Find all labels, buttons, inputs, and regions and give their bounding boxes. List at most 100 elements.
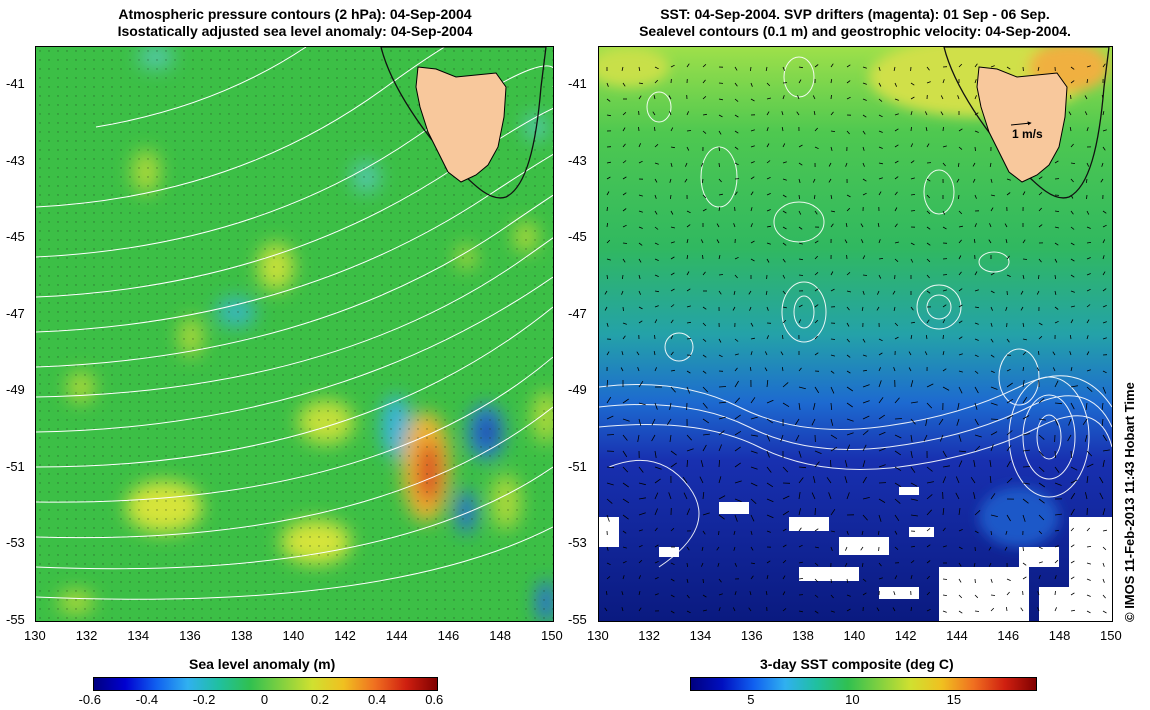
- velocity-arrow: [716, 239, 720, 244]
- velocity-arrow: [974, 271, 978, 276]
- velocity-arrow: [606, 546, 609, 551]
- velocity-arrow: [1070, 178, 1074, 183]
- velocity-arrow: [1022, 449, 1030, 452]
- velocity-arrow: [686, 338, 692, 340]
- velocity-arrow: [814, 288, 819, 292]
- velocity-arrow: [1086, 127, 1089, 132]
- velocity-arrow: [1022, 562, 1027, 566]
- velocity-arrow: [1054, 274, 1056, 280]
- velocity-arrow: [926, 494, 933, 500]
- velocity-arrow: [666, 418, 672, 426]
- velocity-arrow: [686, 578, 689, 583]
- velocity-arrow: [990, 65, 995, 68]
- velocity-arrow: [1067, 434, 1072, 442]
- left-title-line2: Isostatically adjusted sea level anomaly…: [117, 23, 473, 39]
- velocity-arrow: [606, 396, 612, 404]
- velocity-arrow: [974, 146, 976, 152]
- left-colorbar-label: Sea level anomaly (m): [189, 656, 336, 672]
- velocity-arrow: [894, 241, 899, 244]
- velocity-arrow: [1022, 433, 1030, 436]
- velocity-arrow: [1102, 370, 1107, 374]
- velocity-arrow: [750, 258, 755, 262]
- velocity-arrow: [910, 482, 918, 487]
- velocity-arrow: [702, 609, 707, 612]
- right-lat-tick: -49: [568, 382, 587, 398]
- velocity-arrow: [926, 466, 933, 472]
- velocity-arrow: [1054, 320, 1059, 324]
- velocity-arrow: [750, 450, 758, 454]
- velocity-arrow: [1102, 288, 1107, 292]
- velocity-arrow: [718, 514, 725, 520]
- velocity-arrow: [1070, 162, 1076, 164]
- velocity-arrow: [990, 493, 996, 500]
- velocity-arrow: [878, 414, 886, 420]
- velocity-arrow: [813, 402, 816, 410]
- velocity-arrow: [811, 492, 816, 500]
- velocity-arrow: [1070, 466, 1078, 471]
- velocity-arrow: [878, 82, 882, 87]
- velocity-arrow: [1038, 351, 1040, 356]
- velocity-arrow: [1085, 178, 1088, 183]
- velocity-arrow: [1086, 386, 1093, 392]
- velocity-arrow: [1086, 65, 1091, 68]
- velocity-arrow: [1086, 369, 1091, 372]
- velocity-arrow: [749, 367, 752, 372]
- velocity-arrow: [958, 370, 963, 373]
- velocity-arrow: [830, 354, 836, 357]
- velocity-arrow: [942, 450, 947, 458]
- velocity-arrow: [878, 562, 882, 567]
- velocity-arrow: [925, 418, 928, 426]
- velocity-arrow: [654, 508, 658, 516]
- velocity-arrow: [651, 434, 656, 442]
- velocity-arrow: [622, 192, 627, 196]
- velocity-scale-label: 1 m/s: [1012, 127, 1043, 141]
- velocity-arrow: [670, 194, 672, 199]
- velocity-arrow: [750, 498, 757, 504]
- velocity-arrow: [1038, 336, 1043, 340]
- velocity-arrow: [942, 476, 947, 484]
- velocity-arrow: [765, 591, 768, 596]
- velocity-arrow: [910, 194, 916, 196]
- velocity-arrow: [670, 64, 675, 68]
- velocity-arrow: [974, 223, 977, 228]
- velocity-arrow: [750, 240, 755, 244]
- velocity-arrow: [718, 338, 722, 343]
- velocity-arrow: [814, 594, 819, 598]
- right-lon-tick: 136: [740, 628, 763, 643]
- velocity-arrow: [1102, 224, 1107, 228]
- velocity-arrow: [942, 368, 947, 372]
- velocity-arrow: [1020, 607, 1024, 612]
- velocity-arrow: [1101, 418, 1104, 426]
- right-lat-tick: -43: [568, 152, 587, 168]
- velocity-arrow: [734, 430, 742, 436]
- velocity-arrow: [846, 64, 851, 68]
- velocity-arrow: [654, 334, 656, 340]
- right-lon-tick: 150: [1100, 628, 1122, 643]
- velocity-arrow: [1038, 546, 1043, 550]
- left-lat-tick: -47: [6, 305, 25, 321]
- velocity-arrow: [862, 415, 870, 420]
- velocity-arrow: [734, 380, 739, 388]
- velocity-arrow: [734, 446, 741, 452]
- velocity-arrow: [734, 514, 738, 522]
- velocity-arrow: [1070, 143, 1074, 148]
- left-lon-tick: 138: [230, 628, 253, 643]
- velocity-arrow: [798, 561, 803, 564]
- velocity-arrow: [813, 194, 816, 199]
- velocity-arrow: [1102, 210, 1107, 214]
- sst-svg: [599, 47, 1112, 621]
- velocity-arrow: [926, 194, 930, 199]
- velocity-arrow: [798, 466, 807, 469]
- velocity-arrow: [1054, 575, 1057, 580]
- velocity-arrow: [988, 546, 992, 551]
- velocity-arrow: [910, 143, 914, 148]
- velocity-arrow: [814, 304, 819, 308]
- velocity-arrow: [878, 380, 882, 388]
- velocity-arrow: [766, 160, 771, 164]
- velocity-arrow: [1068, 111, 1072, 116]
- velocity-arrow: [1038, 258, 1042, 263]
- velocity-arrow: [1022, 274, 1025, 279]
- velocity-arrow: [830, 194, 833, 199]
- velocity-arrow: [910, 242, 915, 246]
- velocity-arrow: [781, 127, 784, 132]
